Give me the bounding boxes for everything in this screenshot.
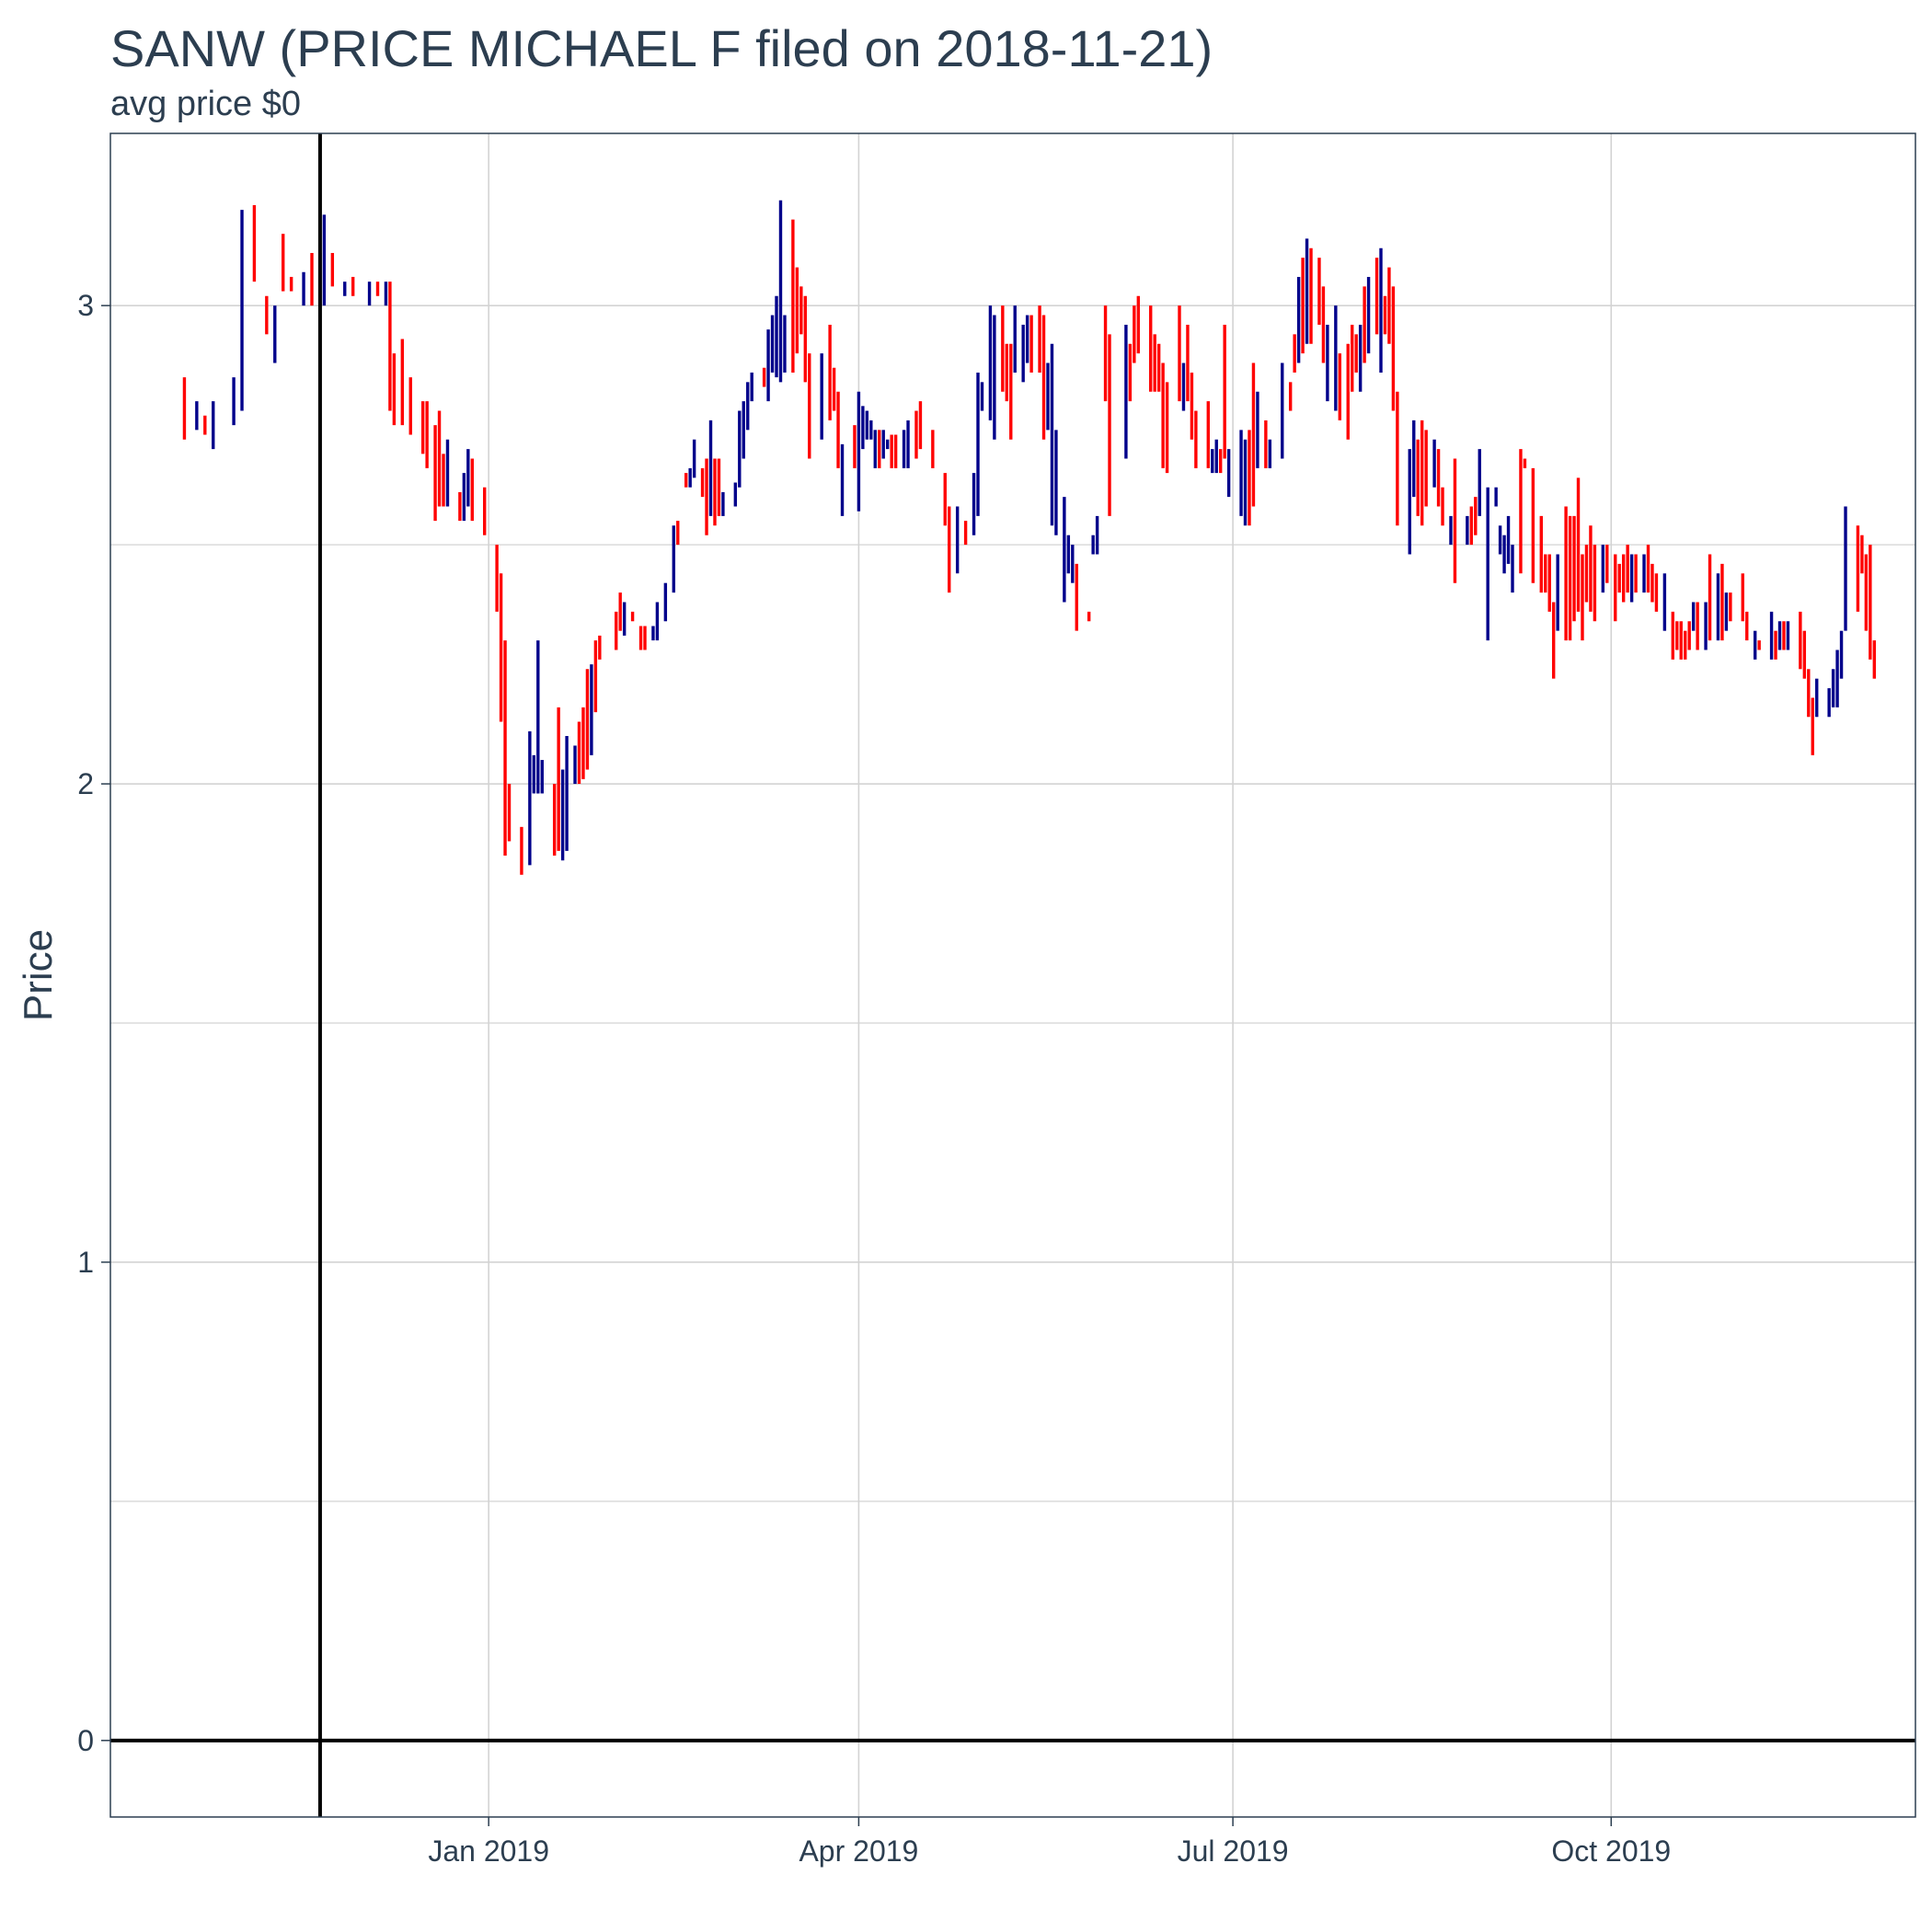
reference-lines [110, 133, 1915, 1817]
price-bars [182, 200, 1877, 875]
x-tick-label: Apr 2019 [799, 1834, 918, 1868]
plot-frame [109, 132, 1916, 1818]
y-tick-label: 2 [77, 767, 94, 800]
x-axis-ticks: Jan 2019 Apr 2019 Jul 2019 Oct 2019 [428, 1817, 1671, 1868]
x-tick-label: Oct 2019 [1551, 1834, 1671, 1868]
y-tick-label: 0 [77, 1724, 94, 1757]
grid-lines [110, 133, 1915, 1817]
y-tick-label: 1 [77, 1246, 94, 1279]
chart-title: SANW (PRICE MICHAEL F filed on 2018-11-2… [110, 19, 1213, 77]
y-tick-label: 3 [77, 289, 94, 322]
y-axis-title: Price [16, 929, 61, 1021]
y-axis-ticks: 0 1 2 3 [77, 289, 110, 1757]
x-tick-label: Jan 2019 [428, 1834, 549, 1868]
x-tick-label: Jul 2019 [1178, 1834, 1289, 1868]
chart-subtitle: avg price $0 [110, 85, 302, 123]
